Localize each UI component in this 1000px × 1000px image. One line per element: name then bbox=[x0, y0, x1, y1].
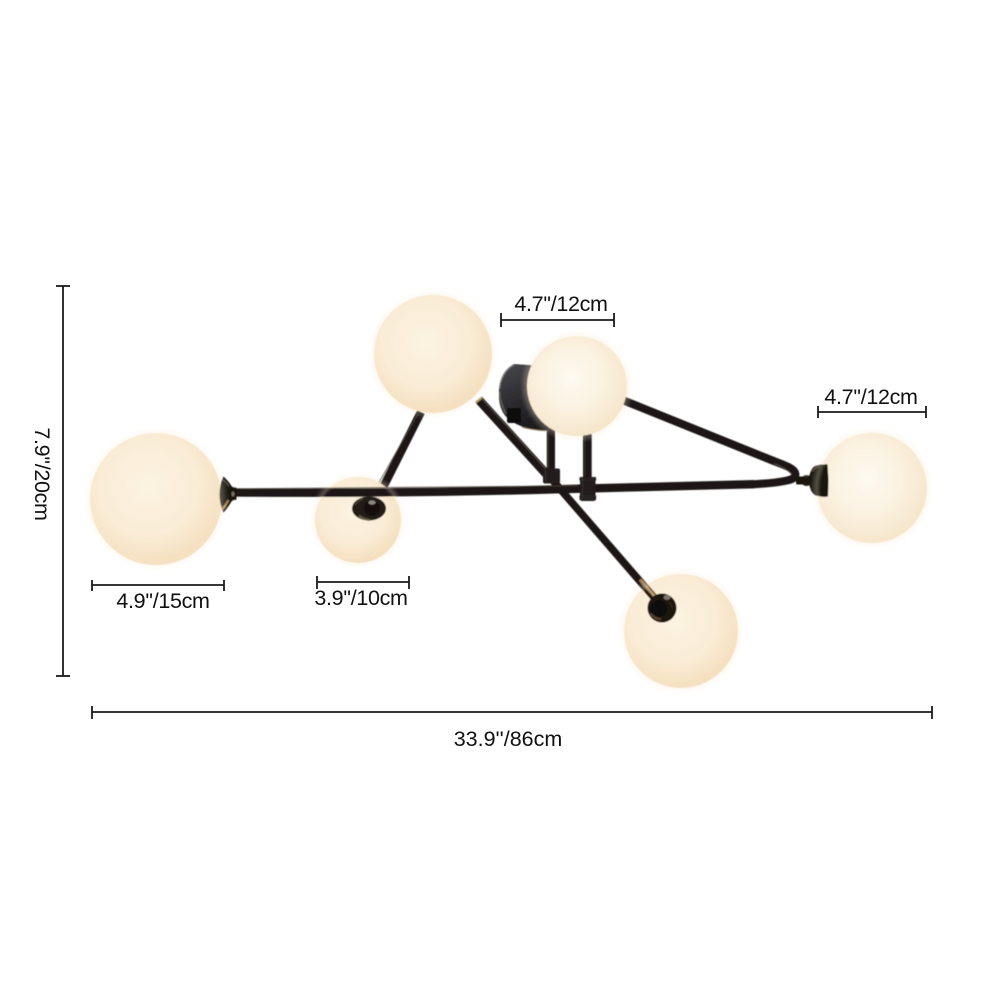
svg-text:4.7''/12cm: 4.7''/12cm bbox=[514, 292, 607, 316]
svg-text:7.9''/20cm: 7.9''/20cm bbox=[30, 427, 54, 520]
svg-text:33.9''/86cm: 33.9''/86cm bbox=[454, 727, 563, 751]
svg-text:4.9''/15cm: 4.9''/15cm bbox=[116, 589, 209, 613]
svg-text:4.7''/12cm: 4.7''/12cm bbox=[824, 385, 917, 409]
svg-text:3.9''/10cm: 3.9''/10cm bbox=[314, 586, 407, 610]
